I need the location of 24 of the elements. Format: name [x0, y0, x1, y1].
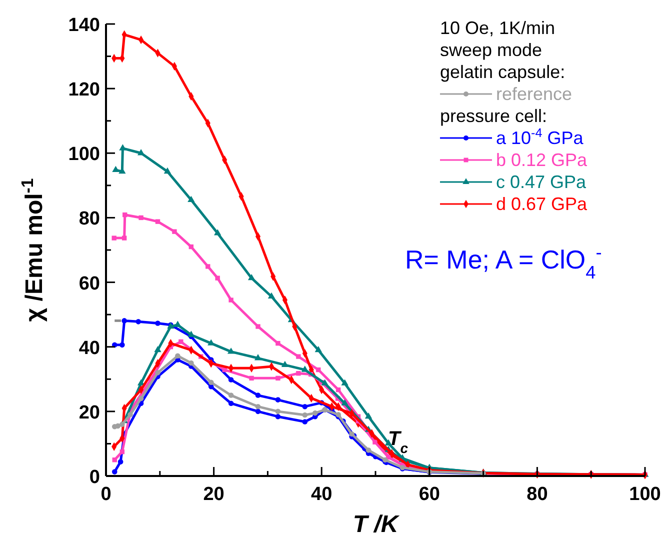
- annotation: sweep mode: [440, 40, 542, 60]
- x-tick-label: 100: [629, 484, 661, 505]
- legend-label: d 0.67 GPa: [496, 194, 588, 214]
- legend-label: a 10$^{-4}$ GPa: [496, 126, 584, 148]
- y-tick-label: 100: [68, 144, 100, 166]
- x-tick-label: 40: [311, 484, 332, 505]
- y-tick-label: 40: [78, 338, 100, 359]
- annotation: 10 Oe, 1K/min: [440, 18, 556, 38]
- y-tick-label: 80: [78, 208, 100, 230]
- legend-label: reference: [496, 84, 572, 104]
- y-tick-label: 140: [68, 15, 100, 36]
- x-tick-label: 20: [203, 484, 224, 505]
- legend-label: b 0.12 GPa: [496, 150, 588, 170]
- y-tick-label: 120: [68, 80, 100, 101]
- x-axis-title: T /K: [352, 511, 400, 538]
- annotation: gelatin capsule:: [440, 62, 566, 82]
- annotation: pressure cell:: [440, 106, 548, 126]
- annotation: T$_{c}$: [388, 428, 408, 456]
- legend-label: c 0.47 GPa: [496, 172, 588, 192]
- y-tick-label: 60: [78, 273, 100, 294]
- y-tick-label: 0: [89, 467, 100, 488]
- y-tick-label: 20: [78, 402, 100, 424]
- x-tick-label: 60: [418, 484, 440, 505]
- x-tick-label: 80: [526, 484, 548, 505]
